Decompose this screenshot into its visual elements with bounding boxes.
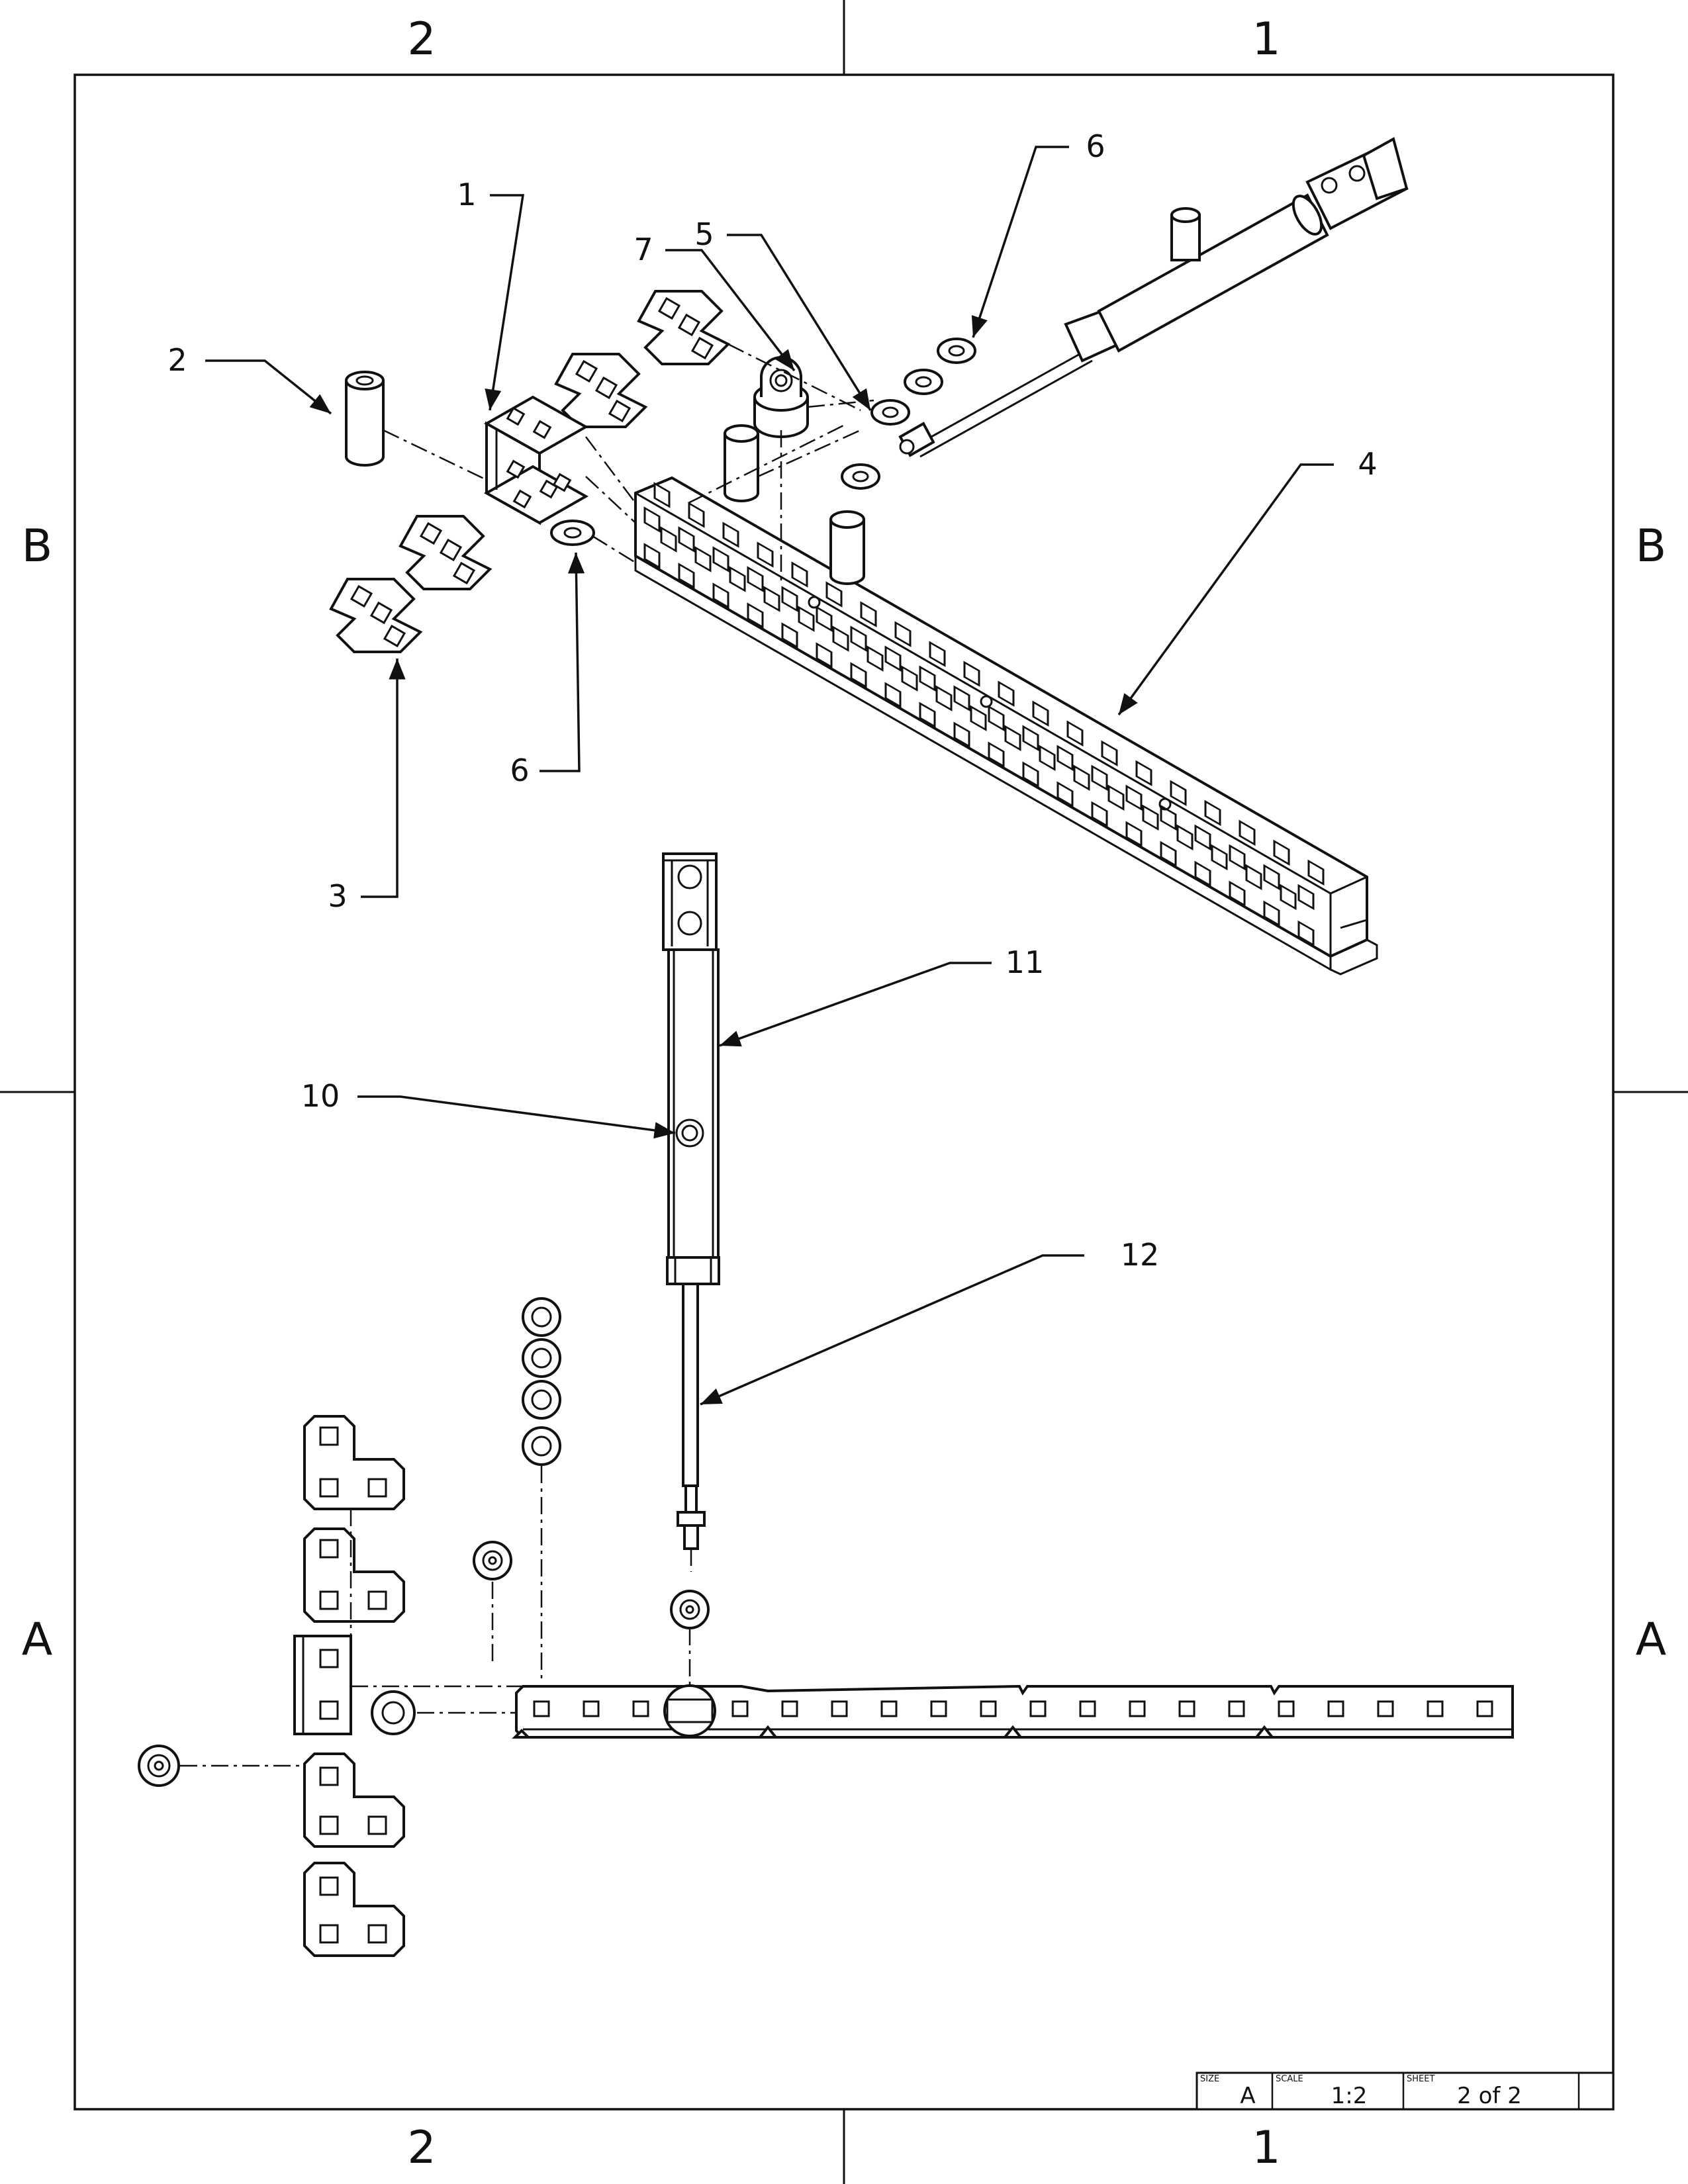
washer-single-a <box>473 1541 512 1661</box>
washer-part-6-c <box>870 399 910 426</box>
title-block-size-label: SIZE <box>1200 2074 1219 2084</box>
standoff-part-2 <box>345 371 385 467</box>
zone-label-bottom-1: 1 <box>1252 2122 1280 2174</box>
washer-part-6-d <box>841 463 880 490</box>
title-block-scale-value: 1:2 <box>1331 2083 1368 2109</box>
rod-end-part-9 <box>753 356 809 438</box>
side-view-assembly <box>138 1297 1514 1957</box>
zone-label-top-1: 1 <box>1252 13 1280 66</box>
zone-label-top-2: 2 <box>407 13 436 66</box>
gusset-plate-lower-b <box>329 578 423 653</box>
gusset-plate-lower-a <box>399 515 492 590</box>
zone-label-bottom-2: 2 <box>407 2122 436 2174</box>
callout-10: 10 <box>301 1078 340 1114</box>
gas-spring-front-view <box>662 852 720 1572</box>
washer-stack-side <box>522 1297 561 1681</box>
zone-label-right-b: B <box>1636 520 1667 572</box>
washer-single-c <box>138 1745 318 1787</box>
title-block-sheet-label: SHEET <box>1407 2074 1434 2084</box>
callout-5: 5 <box>694 216 714 252</box>
bracket-side <box>293 1635 352 1735</box>
callout-1: 1 <box>457 177 476 212</box>
washer-part-7 <box>550 520 595 546</box>
washer-single-b <box>670 1590 710 1629</box>
gusset-plate-side-1 <box>303 1415 405 1510</box>
title-block-sheet-value: 2 of 2 <box>1457 2083 1522 2109</box>
zone-label-left-b: B <box>22 520 53 572</box>
callout-2: 2 <box>167 342 187 378</box>
gusset-plate-upper-b <box>554 353 648 428</box>
callout-12: 12 <box>1121 1237 1160 1273</box>
title-block-scale-label: SCALE <box>1276 2074 1303 2084</box>
isometric-exploded-view: 2 1 7 5 6 4 6 3 <box>167 128 1409 976</box>
standoff-upright-left <box>724 424 759 502</box>
callouts-iso: 2 1 7 5 6 4 6 3 <box>167 128 1377 914</box>
title-block-size-value: A <box>1240 2083 1255 2109</box>
c-channel <box>634 476 1378 976</box>
callout-4: 4 <box>1358 446 1377 482</box>
callout-9: 7 <box>633 232 653 267</box>
gusset-plate-side-4 <box>303 1862 405 1957</box>
gas-spring-isometric <box>898 137 1409 458</box>
callouts-gas-spring: 11 10 12 <box>301 944 1160 1406</box>
zone-label-left-a: A <box>22 1614 53 1666</box>
washer-part-6-a <box>937 338 976 364</box>
standoff-upright-right <box>829 510 865 585</box>
gusset-plate-upper-a <box>637 290 731 365</box>
zone-label-right-a: A <box>1636 1614 1667 1666</box>
gusset-plate-side-3 <box>303 1752 405 1848</box>
channel-side <box>512 1628 1514 1739</box>
title-block: SIZE A SCALE 1:2 SHEET 2 of 2 <box>1196 2071 1615 2111</box>
callout-3: 3 <box>328 878 347 914</box>
bracket-part-1 <box>483 395 589 525</box>
callout-11: 11 <box>1006 944 1045 980</box>
standoff-side <box>351 1685 530 1735</box>
gusset-plate-side-2 <box>303 1527 405 1623</box>
washer-part-6-b <box>904 369 943 395</box>
callout-7: 6 <box>510 752 529 788</box>
callout-6: 6 <box>1086 128 1105 164</box>
